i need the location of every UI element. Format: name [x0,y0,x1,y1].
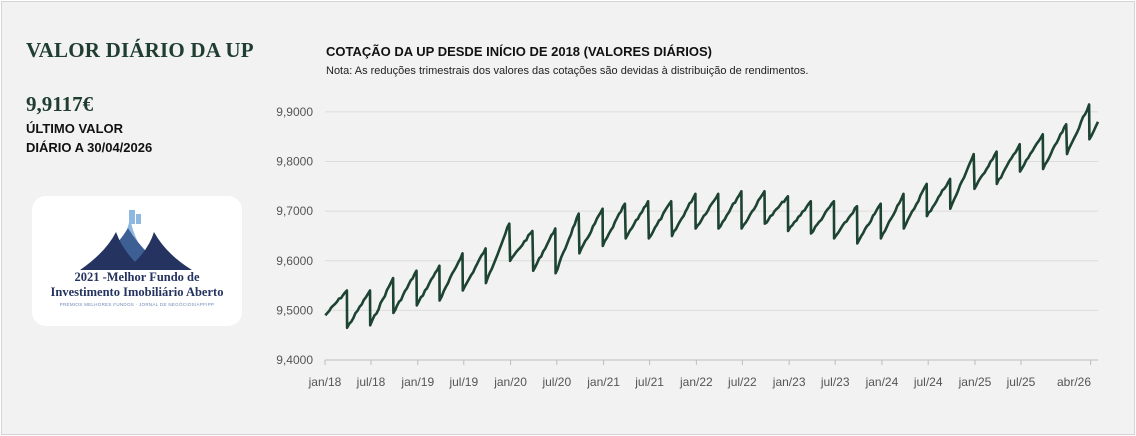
y-tick-label: 9,5000 [276,303,313,317]
award-badge: 2021 -Melhor Fundo de Investimento Imobi… [32,196,242,326]
x-tick-label: jul/18 [356,375,386,389]
x-tick-label: jul/19 [448,375,478,389]
y-tick-label: 9,4000 [276,353,313,367]
award-line1: 2021 -Melhor Fundo de [74,270,200,284]
x-tick-label: jul/20 [541,375,571,389]
latest-value: 9,9117€ [26,92,94,116]
x-tick-label: jan/20 [493,375,527,389]
x-tick-label: jan/25 [958,375,992,389]
x-tick-label: jan/21 [586,375,620,389]
y-tick-label: 9,6000 [276,254,313,268]
y-tick-label: 9,9000 [276,105,313,119]
value-caption: ÚLTIMO VALOR DIÁRIO A 30/04/2026 [26,119,152,157]
x-tick-label: abr/26 [1057,375,1091,389]
x-tick-label: jul/22 [727,375,757,389]
caption-line2: DIÁRIO A 30/04/2026 [26,140,153,155]
x-tick-label: jan/19 [400,375,434,389]
series-line [324,103,1100,330]
x-tick-label: jul/24 [913,375,943,389]
chart-note: Nota: As reduções trimestrais dos valore… [326,65,809,77]
x-tick-label: jul/21 [634,375,664,389]
x-tick-label: jul/23 [820,375,850,389]
x-tick-label: jan/18 [308,375,342,389]
x-tick-label: jan/23 [772,375,806,389]
y-tick-label: 9,8000 [276,155,313,169]
award-line2: Investimento Imobiliário Aberto [50,285,224,299]
award-small-text: PRÉMIOS MELHORES FUNDOS · JORNAL DE NEGÓ… [59,302,215,307]
y-tick-label: 9,7000 [276,204,313,218]
left-title: VALOR DIÁRIO DA UP [26,38,254,62]
x-tick-label: jan/22 [679,375,713,389]
x-tick-label: jul/25 [1006,375,1036,389]
caption-line1: ÚLTIMO VALOR [26,121,124,136]
award-logo-icon [80,210,192,270]
chart-title: COTAÇÃO DA UP DESDE INÍCIO DE 2018 (VALO… [326,44,712,59]
x-tick-label: jan/24 [865,375,899,389]
